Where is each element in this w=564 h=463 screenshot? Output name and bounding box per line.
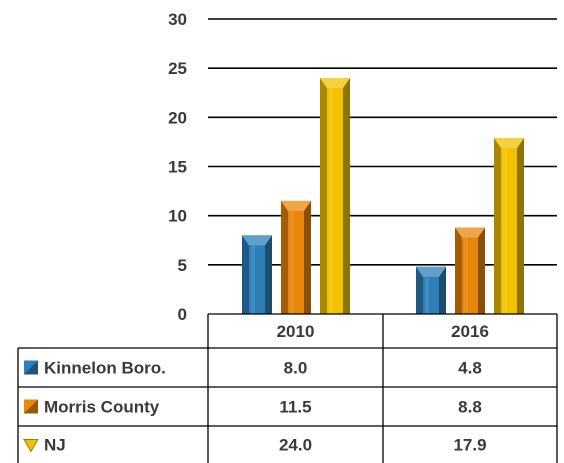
bars — [242, 78, 524, 314]
y-tick-label: 25 — [168, 59, 187, 78]
bar-highlight — [425, 276, 429, 314]
bar-top-face — [494, 137, 524, 148]
legend-key — [24, 360, 38, 375]
legend-swatch — [23, 439, 39, 453]
bar-top-face — [416, 266, 446, 277]
category-label: 2010 — [277, 322, 315, 341]
bar-right-face — [265, 235, 272, 314]
legend-key — [24, 399, 38, 414]
bar-right-face — [343, 78, 350, 314]
bar — [320, 78, 350, 314]
bar-right-face — [517, 137, 524, 314]
bar-highlight — [251, 245, 255, 314]
bar-left-face — [455, 227, 462, 314]
y-tick-label: 10 — [168, 207, 187, 226]
bar-top-face — [281, 200, 311, 211]
bar-left-face — [281, 200, 288, 314]
legend-label: Kinnelon Boro. — [44, 359, 166, 378]
y-tick-label: 0 — [178, 305, 187, 324]
bar-right-face — [304, 200, 311, 314]
data-label: 24.0 — [279, 436, 312, 455]
bar-top-face — [455, 227, 485, 238]
y-tick-label: 15 — [168, 158, 187, 177]
bar-highlight — [290, 210, 294, 314]
data-label: 8.8 — [458, 398, 482, 417]
bar-right-face — [478, 227, 485, 314]
bar-left-face — [416, 266, 423, 314]
data-table: 2010 2016 Kinnelon Boro. 8.0 4.8 Morris Count… — [17, 313, 558, 463]
bar-top-face — [320, 78, 350, 88]
data-label: 17.9 — [453, 436, 486, 455]
y-tick-label: 20 — [168, 108, 187, 127]
bar — [494, 137, 524, 314]
bar-highlight — [464, 237, 468, 314]
legend-key — [23, 439, 39, 453]
y-tick-label: 5 — [178, 256, 187, 275]
data-label: 4.8 — [458, 359, 482, 378]
legend-swatch-shade — [24, 360, 38, 375]
legend-swatch-shade — [24, 399, 38, 414]
bar — [242, 235, 272, 314]
bar-left-face — [242, 235, 249, 314]
legend-label: Morris County — [44, 398, 160, 417]
bar-highlight — [329, 88, 333, 314]
data-label: 11.5 — [279, 398, 311, 417]
data-label: 8.0 — [284, 359, 308, 378]
bar-right-face — [439, 266, 446, 314]
bar — [281, 200, 311, 314]
bar-highlight — [503, 147, 507, 314]
bar-left-face — [494, 137, 501, 314]
y-tick-label: 30 — [168, 10, 187, 29]
bar-left-face — [320, 78, 327, 314]
bar — [455, 227, 485, 314]
y-axis-ticks: 0 5 10 15 20 25 30 — [168, 10, 187, 324]
legend-label: NJ — [44, 436, 66, 455]
category-label: 2016 — [451, 322, 489, 341]
bar-top-face — [242, 235, 272, 246]
bar — [416, 266, 446, 314]
